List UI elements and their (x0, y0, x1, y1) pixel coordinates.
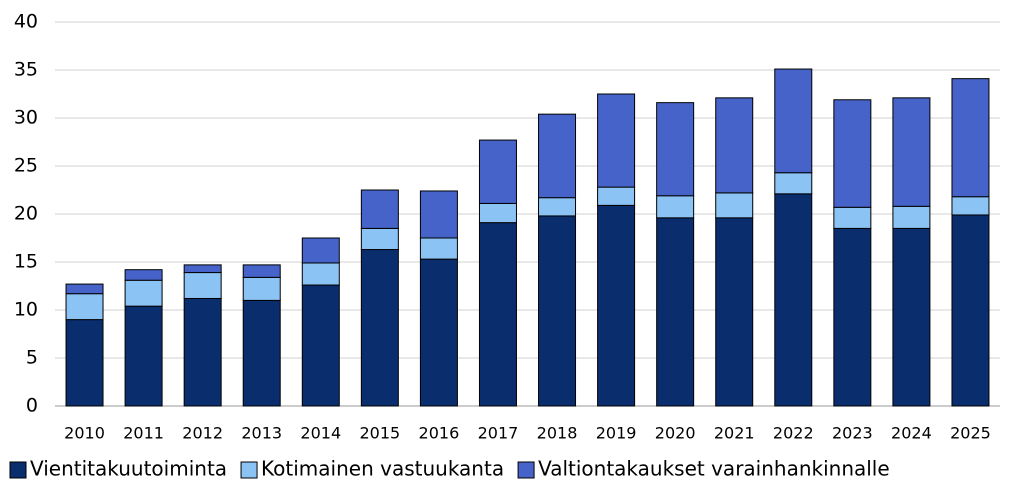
bar-segment (774, 193, 813, 407)
bar-segment (892, 227, 931, 407)
x-tick-label: 2018 (537, 424, 578, 443)
bar-segment (242, 264, 281, 278)
bar-segment (833, 206, 872, 229)
y-tick-label: 10 (14, 299, 38, 321)
bar-segment (833, 99, 872, 208)
bar-segment (65, 293, 104, 321)
bar-segment (892, 205, 931, 229)
bar-segment (478, 139, 517, 204)
bar-segment (183, 297, 222, 407)
bar-segment (597, 204, 636, 407)
bar-segment (774, 68, 813, 174)
bar-segment (538, 113, 577, 199)
bar-segment (951, 214, 990, 407)
x-tick-label: 2021 (714, 424, 755, 443)
bar-segment (833, 227, 872, 407)
bar-segment (715, 192, 754, 219)
x-tick-label: 2022 (773, 424, 814, 443)
bar-segment (419, 258, 458, 407)
legend-label: Vientitakuutoiminta (30, 457, 227, 481)
x-tick-label: 2023 (832, 424, 873, 443)
y-tick-label: 0 (26, 395, 38, 417)
bar-segment (183, 264, 222, 274)
bar-segment (951, 78, 990, 198)
x-tick-label: 2019 (596, 424, 637, 443)
y-tick-label: 25 (14, 155, 38, 177)
bar-segment (360, 227, 399, 251)
bar-segment (301, 262, 340, 286)
bar-segment (242, 299, 281, 407)
bar-segment (65, 283, 104, 295)
bar-segment (124, 305, 163, 407)
bar-segment (301, 284, 340, 407)
bar-segment (597, 186, 636, 206)
x-tick-label: 2011 (123, 424, 164, 443)
bar-segment (183, 272, 222, 299)
x-tick-label: 2015 (359, 424, 400, 443)
bar-segment (538, 215, 577, 407)
bar-segment (301, 237, 340, 264)
x-tick-label: 2020 (655, 424, 696, 443)
y-tick-label: 30 (14, 107, 38, 129)
bar-segment (242, 276, 281, 301)
bar-segment (65, 319, 104, 407)
y-tick-label: 5 (26, 347, 38, 369)
bar-segment (892, 97, 931, 207)
x-tick-label: 2024 (891, 424, 932, 443)
legend-label: Valtiontakaukset varainhankinnalle (538, 457, 890, 481)
legend-swatch (240, 461, 258, 479)
bar-segment (656, 102, 695, 197)
x-tick-label: 2012 (182, 424, 223, 443)
bar-segment (656, 195, 695, 219)
bar-segment (538, 197, 577, 217)
legend-swatch (9, 461, 27, 479)
bar-segment (478, 222, 517, 407)
legend-label: Kotimainen vastuukanta (261, 457, 504, 481)
x-tick-label: 2013 (241, 424, 282, 443)
bar-segment (419, 237, 458, 260)
bar-segment (597, 93, 636, 188)
bar-segment (419, 190, 458, 239)
bar-segment (715, 97, 754, 194)
bar-segment (478, 202, 517, 224)
bar-segment (656, 217, 695, 407)
bar-segment (774, 172, 813, 195)
y-tick-label: 35 (14, 59, 38, 81)
x-tick-label: 2017 (478, 424, 519, 443)
bar-segment (124, 279, 163, 307)
bar-segment (715, 217, 754, 407)
x-tick-label: 2025 (950, 424, 991, 443)
bar-segment (360, 189, 399, 229)
bar-segment (360, 249, 399, 407)
x-tick-label: 2016 (419, 424, 460, 443)
bar-segment (124, 269, 163, 281)
x-tick-label: 2014 (300, 424, 341, 443)
legend-swatch (517, 461, 535, 479)
y-tick-label: 20 (14, 203, 38, 225)
bar-segment (951, 196, 990, 216)
y-tick-label: 15 (14, 251, 38, 273)
y-tick-label: 40 (14, 11, 38, 33)
x-tick-label: 2010 (64, 424, 105, 443)
